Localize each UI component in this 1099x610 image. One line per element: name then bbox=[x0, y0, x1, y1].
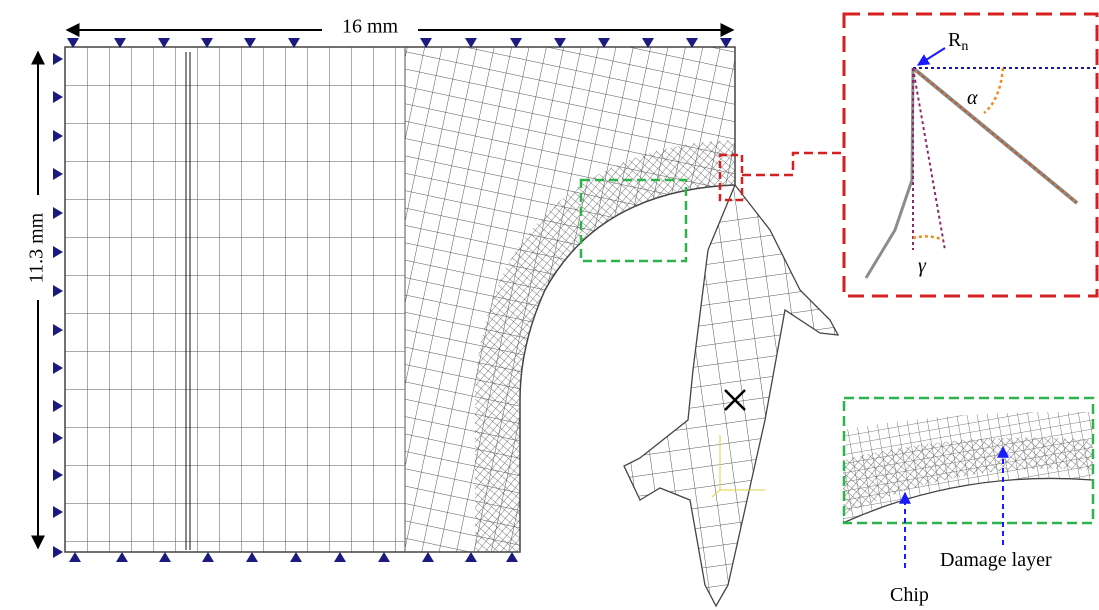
width-label: 16 mm bbox=[342, 16, 399, 38]
mesh-zoom: Damage layer Chip bbox=[843, 398, 1093, 606]
edge-radius: R bbox=[948, 29, 962, 51]
rake-angle-label: γ bbox=[918, 255, 927, 277]
edge-radius-subscript: n bbox=[961, 39, 968, 54]
chip-mesh bbox=[600, 180, 850, 610]
clearance-angle-label: α bbox=[967, 87, 978, 109]
edge-radius-label: Rn bbox=[948, 29, 968, 54]
dimension-height: 11.3 mm bbox=[24, 52, 52, 548]
chip-label: Chip bbox=[890, 584, 929, 606]
height-label: 11.3 mm bbox=[26, 212, 48, 283]
tool-detail: Rn α γ bbox=[844, 14, 1097, 296]
dimension-width: 16 mm bbox=[67, 15, 733, 41]
damage-layer-label: Damage layer bbox=[940, 549, 1052, 571]
connector bbox=[742, 153, 843, 175]
figure: 16 mm 11.3 mm Rn α γ Damage layer bbox=[0, 0, 1099, 610]
